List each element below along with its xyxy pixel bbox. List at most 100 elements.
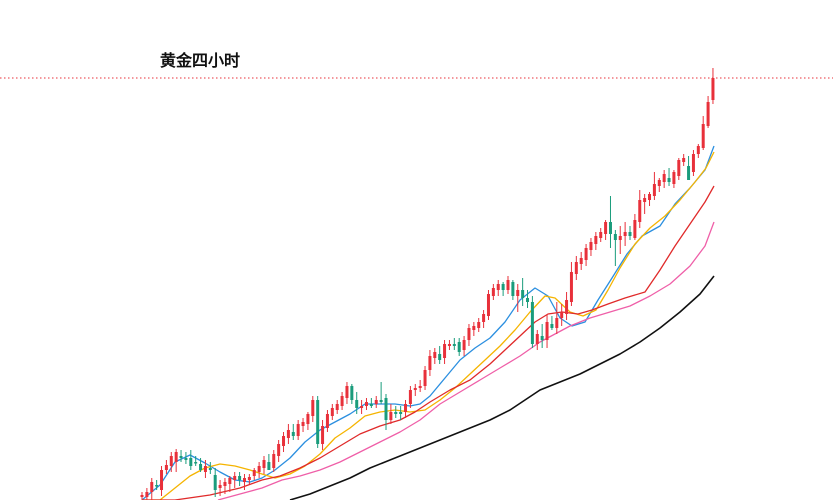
candle (701, 116, 705, 150)
candle (555, 302, 559, 334)
candle (199, 458, 203, 472)
candle (438, 346, 442, 364)
candle (457, 338, 461, 356)
candle (330, 404, 334, 420)
candle (233, 472, 237, 488)
candle (267, 454, 271, 470)
ma-4-line (217, 221, 715, 500)
candle (189, 450, 193, 470)
candle (272, 450, 276, 472)
candle (306, 412, 310, 430)
candle (560, 304, 564, 326)
candle (277, 440, 281, 462)
candle (174, 449, 178, 472)
candle (652, 172, 656, 200)
candle (257, 462, 261, 478)
candle (472, 322, 476, 336)
candle (643, 194, 647, 214)
candle (428, 350, 432, 376)
candle (321, 420, 325, 450)
candle (311, 396, 315, 422)
candle (379, 382, 383, 404)
candle (638, 190, 642, 228)
candle (369, 398, 373, 408)
candle (418, 380, 422, 392)
candle (408, 386, 412, 408)
candle (325, 410, 329, 432)
candle (687, 156, 691, 180)
candle (262, 456, 266, 474)
candle (364, 398, 368, 410)
candle (247, 474, 251, 484)
candle (706, 96, 710, 128)
candle (482, 310, 486, 328)
candle (608, 196, 612, 248)
candle (389, 404, 393, 424)
candle (565, 292, 569, 320)
candle (618, 226, 622, 254)
candle (433, 348, 437, 364)
candle (404, 400, 408, 418)
candle (550, 316, 554, 330)
candle (696, 144, 700, 158)
candle (521, 278, 525, 306)
candle (584, 244, 588, 266)
candle (677, 158, 681, 180)
candle (672, 170, 676, 188)
ma-slow-line (289, 275, 715, 500)
ma-3-line (142, 185, 715, 500)
candle (301, 418, 305, 432)
candle (203, 460, 207, 478)
candle (228, 476, 232, 492)
candle (355, 392, 359, 414)
candle (223, 478, 227, 494)
candle (291, 424, 295, 440)
candle (589, 238, 593, 256)
candle (633, 214, 637, 240)
candle (682, 154, 686, 166)
candle (345, 382, 349, 404)
candle (648, 192, 652, 206)
candle (140, 492, 144, 500)
candle (501, 282, 505, 296)
chart-title: 黄金四小时 (160, 51, 241, 70)
candle (599, 228, 603, 242)
candle (218, 480, 222, 496)
candle (155, 480, 159, 490)
candle (574, 256, 578, 280)
candle (613, 230, 617, 266)
candle (242, 474, 246, 490)
candle (491, 284, 495, 300)
candle (447, 340, 451, 350)
candle (238, 472, 242, 486)
candle (540, 324, 544, 348)
candle (667, 168, 671, 186)
candle (384, 394, 388, 430)
candle (604, 220, 608, 240)
candle (511, 280, 515, 300)
candle (711, 68, 715, 104)
candles (140, 68, 715, 500)
candle (530, 296, 534, 348)
candle (150, 478, 154, 500)
candle (467, 324, 471, 346)
candle (184, 452, 188, 464)
candle (462, 336, 466, 356)
moving-average-lines (141, 145, 715, 500)
candle (477, 318, 481, 332)
candle (194, 456, 198, 466)
candle (423, 366, 427, 390)
candle (394, 406, 398, 418)
candle (516, 284, 520, 312)
candle (208, 462, 212, 474)
candle (160, 466, 164, 496)
candle (350, 384, 354, 404)
candle (252, 468, 256, 480)
candle (374, 396, 378, 408)
candle (213, 468, 217, 497)
candle (623, 222, 627, 246)
candle (169, 452, 173, 472)
ma-fast-line (141, 145, 715, 500)
candle (569, 262, 573, 306)
